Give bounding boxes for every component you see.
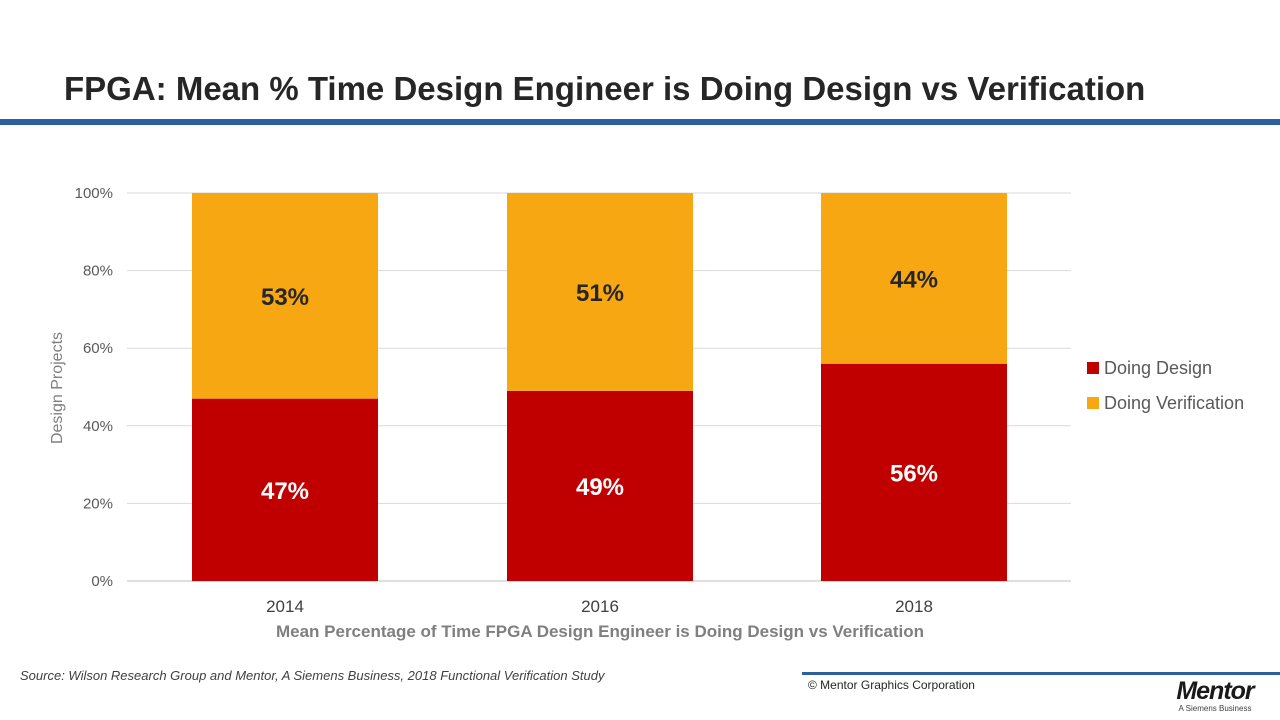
footer-rule [802, 672, 1280, 675]
data-label: 44% [890, 266, 938, 293]
x-tick-label: 2018 [895, 597, 933, 616]
bar-design [507, 390, 693, 581]
legend: Doing Design Doing Verification [1087, 358, 1244, 413]
y-tick-label: 60% [83, 340, 113, 357]
x-axis-title: Mean Percentage of Time FPGA Design Engi… [276, 622, 924, 641]
y-axis-title: Design Projects [49, 332, 66, 444]
mentor-logo: Mentor A Siemens Business [1160, 678, 1270, 714]
y-tick-label: 0% [91, 573, 113, 590]
bar-verification [821, 193, 1007, 364]
data-label: 53% [261, 284, 309, 311]
data-label: 51% [576, 280, 624, 307]
data-label: 56% [890, 460, 938, 487]
bars [192, 193, 1007, 581]
x-tick-label: 2016 [581, 597, 619, 616]
axes: 0% 20% 40% 60% 80% 100% 2014 2016 2018 Mean Perce… [49, 185, 933, 641]
legend-label: Doing Design [1104, 358, 1212, 378]
slide-title: FPGA: Mean % Time Design Engineer is Doi… [64, 70, 1146, 107]
y-tick-label: 100% [75, 185, 113, 202]
copyright-text: © Mentor Graphics Corporation [808, 678, 975, 692]
x-tick-label: 2014 [266, 597, 304, 616]
logo-subtitle: A Siemens Business [1178, 704, 1252, 713]
bar-design [192, 398, 378, 581]
source-note: Source: Wilson Research Group and Mentor… [20, 668, 605, 683]
bar-verification [192, 193, 378, 399]
y-tick-label: 20% [83, 495, 113, 512]
y-tick-label: 80% [83, 263, 113, 280]
legend-swatch [1087, 397, 1099, 409]
bar-design [821, 363, 1007, 581]
logo-name: Mentor [1176, 677, 1254, 705]
title-rule [0, 119, 1280, 125]
data-label: 47% [261, 478, 309, 505]
legend-swatch [1087, 362, 1099, 374]
y-tick-label: 40% [83, 418, 113, 435]
data-label: 49% [576, 474, 624, 501]
legend-label: Doing Verification [1104, 393, 1244, 413]
data-labels: 47% 53% 49% 51% 56% 44% [261, 266, 938, 504]
bar-verification [507, 193, 693, 391]
